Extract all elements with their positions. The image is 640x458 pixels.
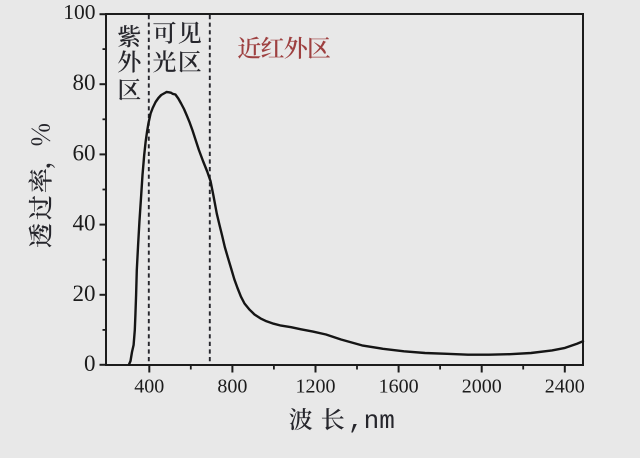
svg-text:2000: 2000 bbox=[462, 376, 502, 398]
svg-text:0: 0 bbox=[84, 351, 96, 376]
svg-text:1200: 1200 bbox=[296, 376, 336, 398]
svg-text:,nm: ,nm bbox=[348, 406, 395, 436]
svg-text:2400: 2400 bbox=[545, 376, 585, 398]
svg-text:60: 60 bbox=[73, 140, 96, 165]
svg-text:20: 20 bbox=[73, 281, 96, 306]
svg-text:400: 400 bbox=[134, 376, 164, 398]
svg-text:40: 40 bbox=[73, 211, 96, 236]
svg-text:1600: 1600 bbox=[379, 376, 419, 398]
svg-text:800: 800 bbox=[217, 376, 247, 398]
svg-text:100: 100 bbox=[63, 0, 95, 24]
svg-text:80: 80 bbox=[73, 70, 96, 95]
